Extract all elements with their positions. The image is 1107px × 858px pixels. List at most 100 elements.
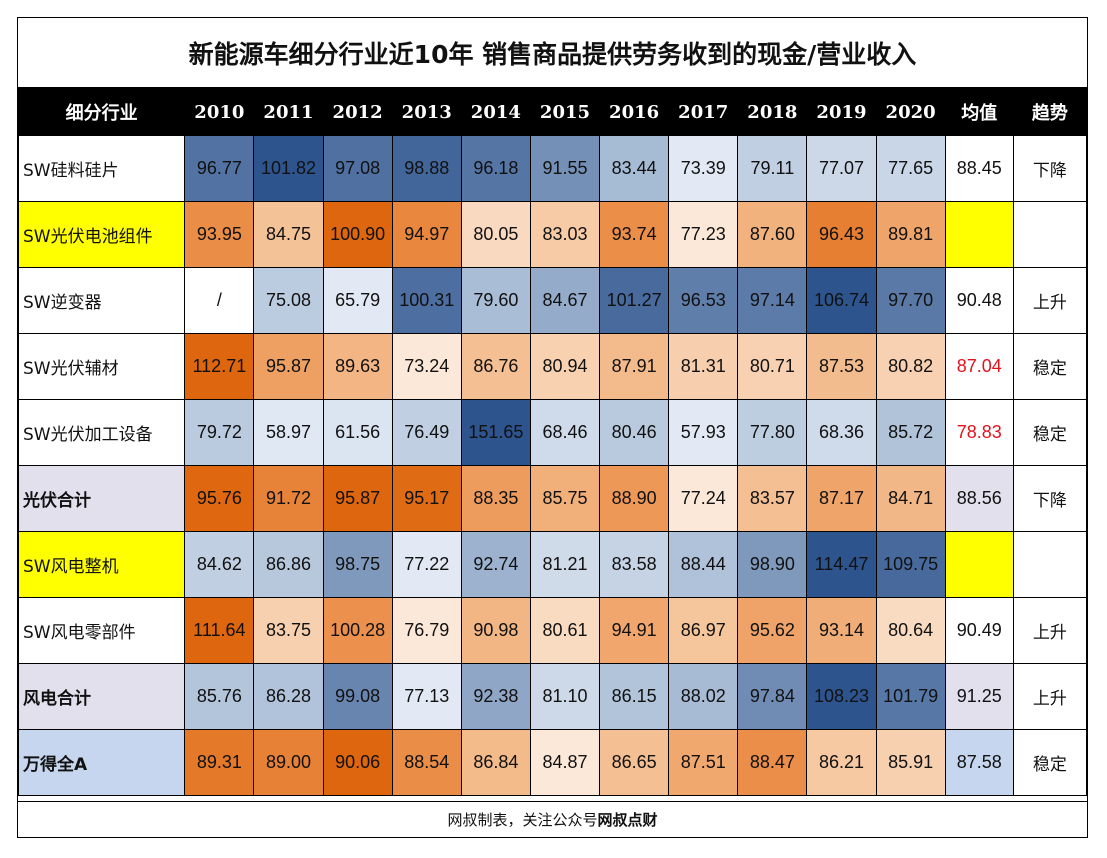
header-year-2013: 2013 (391, 88, 462, 136)
value-cell: 57.93 (668, 399, 739, 466)
trend-cell (1012, 201, 1088, 268)
value-cell: 87.91 (599, 333, 670, 400)
row-label: SW硅料硅片 (17, 135, 186, 202)
table-row: SW硅料硅片 96.77 101.82 97.08 98.88 96.18 91.55 83.… (17, 135, 1088, 202)
footer-prefix: 网叔制表，关注公众号 (447, 811, 598, 829)
header-average: 均值 (944, 88, 1014, 136)
row-label: 光伏合计 (17, 465, 186, 532)
average-cell: 78.83 (944, 399, 1014, 466)
average-cell: 88.45 (944, 135, 1014, 202)
value-cell: 101.79 (875, 663, 946, 730)
value-cell: 80.94 (529, 333, 601, 400)
value-cell: 95.62 (737, 597, 808, 664)
data-table: 细分行业 2010 2011 2012 2013 2014 2015 2016 2017 2018… (17, 88, 1088, 796)
average-cell (944, 201, 1014, 268)
value-cell: 68.36 (806, 399, 877, 466)
value-cell: 98.90 (737, 531, 808, 598)
value-cell: 79.72 (184, 399, 255, 466)
value-cell: 83.75 (253, 597, 324, 664)
row-label: SW光伏辅材 (17, 333, 186, 400)
average-cell: 87.04 (944, 333, 1014, 400)
row-label: 风电合计 (17, 663, 186, 730)
value-cell: 108.23 (806, 663, 877, 730)
table-row: SW光伏电池组件 93.95 84.75 100.90 94.97 80.05 83.03 9… (17, 201, 1088, 268)
footer-brand: 网叔点财 (597, 811, 658, 829)
value-cell: 89.63 (322, 333, 393, 400)
value-cell: 84.67 (529, 267, 601, 334)
header-year-2018: 2018 (737, 88, 808, 136)
row-label: SW逆变器 (17, 267, 186, 334)
value-cell: 77.80 (737, 399, 808, 466)
value-cell: 76.49 (391, 399, 462, 466)
value-cell: 87.51 (668, 729, 739, 796)
value-cell: 95.87 (253, 333, 324, 400)
value-cell: 83.03 (529, 201, 601, 268)
value-cell: 79.11 (737, 135, 808, 202)
value-cell: 93.14 (806, 597, 877, 664)
value-cell: 80.46 (599, 399, 670, 466)
value-cell: 95.87 (322, 465, 393, 532)
value-cell: 114.47 (806, 531, 877, 598)
header-year-2017: 2017 (668, 88, 739, 136)
value-cell: 90.98 (460, 597, 531, 664)
average-cell: 87.58 (944, 729, 1014, 796)
table-row: SW风电整机 84.62 86.86 98.75 77.22 92.74 81.21 83.5… (17, 531, 1088, 598)
header-year-2016: 2016 (599, 88, 670, 136)
table-row: SW风电零部件 111.64 83.75 100.28 76.79 90.98 80.61 9… (17, 597, 1088, 664)
row-label: SW风电整机 (17, 531, 186, 598)
row-label: 万得全A (17, 729, 186, 796)
value-cell: 96.77 (184, 135, 255, 202)
value-cell: 84.62 (184, 531, 255, 598)
value-cell: 83.58 (599, 531, 670, 598)
value-cell: 99.08 (322, 663, 393, 730)
value-cell: 101.82 (253, 135, 324, 202)
value-cell: 86.97 (668, 597, 739, 664)
value-cell: 77.24 (668, 465, 739, 532)
table-row: SW逆变器/75.08 65.79 100.31 79.60 84.67 101.27 96… (17, 267, 1088, 334)
value-cell: 88.02 (668, 663, 739, 730)
value-cell: 100.28 (322, 597, 393, 664)
value-cell: 91.72 (253, 465, 324, 532)
value-cell: 77.65 (875, 135, 946, 202)
value-cell: 111.64 (184, 597, 255, 664)
table-row: SW光伏加工设备 79.72 58.97 61.56 76.49 151.65 68.46 8… (17, 399, 1088, 466)
value-cell: 85.75 (529, 465, 601, 532)
value-cell: 86.21 (806, 729, 877, 796)
value-cell: 89.00 (253, 729, 324, 796)
header-year-2015: 2015 (529, 88, 601, 136)
trend-cell: 上升 (1012, 597, 1088, 664)
table-frame: 新能源车细分行业近10年 销售商品提供劳务收到的现金/营业收入 细分行业 2010… (17, 17, 1088, 838)
trend-cell: 上升 (1012, 267, 1088, 334)
average-cell: 90.49 (944, 597, 1014, 664)
average-cell: 88.56 (944, 465, 1014, 532)
value-cell: 88.90 (599, 465, 670, 532)
average-cell (944, 531, 1014, 598)
value-cell: 93.74 (599, 201, 670, 268)
value-cell: 89.81 (875, 201, 946, 268)
table-row: SW光伏辅材 112.71 95.87 89.63 73.24 86.76 80.94 87.… (17, 333, 1088, 400)
value-cell: 88.47 (737, 729, 808, 796)
value-cell: 86.84 (460, 729, 531, 796)
value-cell: 87.60 (737, 201, 808, 268)
value-cell: 84.75 (253, 201, 324, 268)
header-trend: 趋势 (1012, 88, 1088, 136)
value-cell: 77.22 (391, 531, 462, 598)
header-year-2012: 2012 (322, 88, 393, 136)
value-cell: 77.07 (806, 135, 877, 202)
value-cell: 85.72 (875, 399, 946, 466)
value-cell: 98.88 (391, 135, 462, 202)
value-cell: 88.44 (668, 531, 739, 598)
table-row: 风电合计 85.76 86.28 99.08 77.13 92.38 81.10 86.15 8… (17, 663, 1088, 730)
value-cell: 90.06 (322, 729, 393, 796)
trend-cell: 下降 (1012, 135, 1088, 202)
value-cell: 81.10 (529, 663, 601, 730)
value-cell: 76.79 (391, 597, 462, 664)
value-cell: 98.75 (322, 531, 393, 598)
value-cell: 68.46 (529, 399, 601, 466)
value-cell: 83.57 (737, 465, 808, 532)
value-cell: 95.76 (184, 465, 255, 532)
value-cell: 97.84 (737, 663, 808, 730)
value-cell: 80.61 (529, 597, 601, 664)
value-cell: 80.82 (875, 333, 946, 400)
table-row: 光伏合计 95.76 91.72 95.87 95.17 88.35 85.75 88.90 7… (17, 465, 1088, 532)
